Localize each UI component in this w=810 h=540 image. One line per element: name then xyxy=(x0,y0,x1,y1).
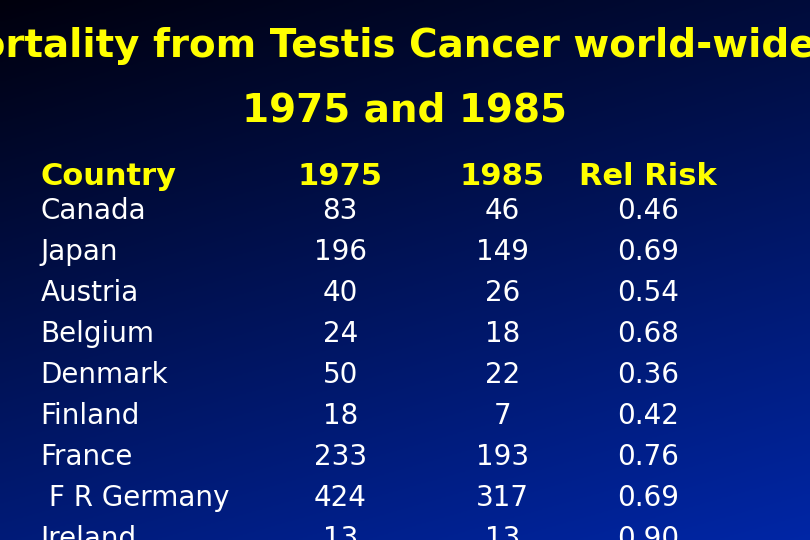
Text: 0.69: 0.69 xyxy=(617,484,679,512)
Text: 7: 7 xyxy=(493,402,511,430)
Text: 13: 13 xyxy=(484,525,520,540)
Text: 0.69: 0.69 xyxy=(617,238,679,266)
Text: Country: Country xyxy=(40,162,177,191)
Text: 1975 and 1985: 1975 and 1985 xyxy=(242,92,568,130)
Text: 196: 196 xyxy=(313,238,367,266)
Text: 1975: 1975 xyxy=(298,162,382,191)
Text: 0.68: 0.68 xyxy=(617,320,679,348)
Text: 22: 22 xyxy=(484,361,520,389)
Text: 317: 317 xyxy=(475,484,529,512)
Text: France: France xyxy=(40,443,133,471)
Text: 46: 46 xyxy=(484,197,520,225)
Text: 40: 40 xyxy=(322,279,358,307)
Text: 0.42: 0.42 xyxy=(617,402,679,430)
Text: 149: 149 xyxy=(475,238,529,266)
Text: 24: 24 xyxy=(322,320,358,348)
Text: 18: 18 xyxy=(322,402,358,430)
Text: 13: 13 xyxy=(322,525,358,540)
Text: Rel Risk: Rel Risk xyxy=(579,162,717,191)
Text: 0.76: 0.76 xyxy=(617,443,679,471)
Text: 0.54: 0.54 xyxy=(617,279,679,307)
Text: 50: 50 xyxy=(322,361,358,389)
Text: 0.36: 0.36 xyxy=(617,361,679,389)
Text: Mortality from Testis Cancer world-wide in: Mortality from Testis Cancer world-wide … xyxy=(0,27,810,65)
Text: Finland: Finland xyxy=(40,402,140,430)
Text: Belgium: Belgium xyxy=(40,320,155,348)
Text: 18: 18 xyxy=(484,320,520,348)
Text: Denmark: Denmark xyxy=(40,361,168,389)
Text: F R Germany: F R Germany xyxy=(40,484,230,512)
Text: 26: 26 xyxy=(484,279,520,307)
Text: 233: 233 xyxy=(313,443,367,471)
Text: 424: 424 xyxy=(313,484,367,512)
Text: 193: 193 xyxy=(475,443,529,471)
Text: Canada: Canada xyxy=(40,197,146,225)
Text: Ireland: Ireland xyxy=(40,525,137,540)
Text: 1985: 1985 xyxy=(459,162,545,191)
Text: 83: 83 xyxy=(322,197,358,225)
Text: Austria: Austria xyxy=(40,279,139,307)
Text: 0.90: 0.90 xyxy=(617,525,679,540)
Text: 0.46: 0.46 xyxy=(617,197,679,225)
Text: Japan: Japan xyxy=(40,238,118,266)
